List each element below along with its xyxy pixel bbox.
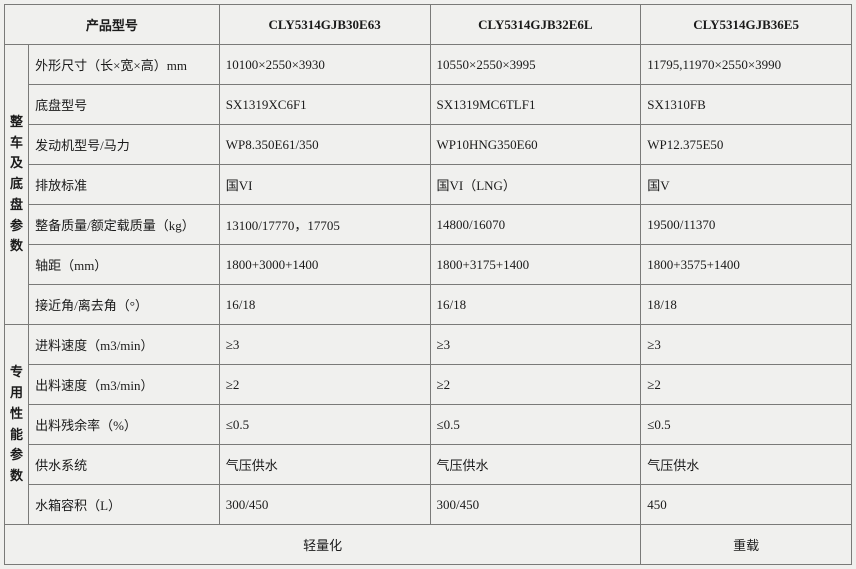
row-value: 18/18 (641, 285, 852, 325)
row-value: 气压供水 (219, 445, 430, 485)
row-value: ≤0.5 (430, 405, 641, 445)
row-value: 300/450 (430, 485, 641, 525)
row-value: 19500/11370 (641, 205, 852, 245)
row-value: 13100/17770，17705 (219, 205, 430, 245)
row-value: 国VI（LNG） (430, 165, 641, 205)
table-row: 供水系统 气压供水 气压供水 气压供水 (5, 445, 852, 485)
row-value: 450 (641, 485, 852, 525)
footer-row: 轻量化 重载 (5, 525, 852, 565)
model-3: CLY5314GJB36E5 (641, 5, 852, 45)
row-value: WP10HNG350E60 (430, 125, 641, 165)
row-value: 300/450 (219, 485, 430, 525)
row-value: ≥2 (430, 365, 641, 405)
row-value: WP8.350E61/350 (219, 125, 430, 165)
spec-table: 产品型号 CLY5314GJB30E63 CLY5314GJB32E6L CLY… (4, 4, 852, 565)
group-2-title: 专用性能参数 (5, 325, 29, 525)
table-row: 出料速度（m3/min） ≥2 ≥2 ≥2 (5, 365, 852, 405)
row-value: ≥3 (219, 325, 430, 365)
row-value: ≥2 (641, 365, 852, 405)
row-value: SX1319XC6F1 (219, 85, 430, 125)
row-label: 外形尺寸（长×宽×高）mm (29, 45, 220, 85)
row-value: 11795,11970×2550×3990 (641, 45, 852, 85)
row-label: 水箱容积（L） (29, 485, 220, 525)
header-row: 产品型号 CLY5314GJB30E63 CLY5314GJB32E6L CLY… (5, 5, 852, 45)
row-label: 出料速度（m3/min） (29, 365, 220, 405)
footer-right: 重载 (641, 525, 852, 565)
table-row: 排放标准 国VI 国VI（LNG） 国V (5, 165, 852, 205)
table-row: 专用性能参数 进料速度（m3/min） ≥3 ≥3 ≥3 (5, 325, 852, 365)
row-value: SX1319MC6TLF1 (430, 85, 641, 125)
row-value: 16/18 (219, 285, 430, 325)
row-label: 底盘型号 (29, 85, 220, 125)
row-value: 气压供水 (641, 445, 852, 485)
row-value: 国V (641, 165, 852, 205)
table-row: 底盘型号 SX1319XC6F1 SX1319MC6TLF1 SX1310FB (5, 85, 852, 125)
group-1-title: 整车及底盘参数 (5, 45, 29, 325)
row-label: 接近角/离去角（°） (29, 285, 220, 325)
row-value: 1800+3575+1400 (641, 245, 852, 285)
table-row: 接近角/离去角（°） 16/18 16/18 18/18 (5, 285, 852, 325)
row-value: 国VI (219, 165, 430, 205)
table-row: 出料残余率（%） ≤0.5 ≤0.5 ≤0.5 (5, 405, 852, 445)
row-value: 10100×2550×3930 (219, 45, 430, 85)
row-value: ≥3 (641, 325, 852, 365)
row-value: WP12.375E50 (641, 125, 852, 165)
row-label: 排放标准 (29, 165, 220, 205)
row-value: SX1310FB (641, 85, 852, 125)
table-row: 整备质量/额定载质量（kg） 13100/17770，17705 14800/1… (5, 205, 852, 245)
table-row: 轴距（mm） 1800+3000+1400 1800+3175+1400 180… (5, 245, 852, 285)
row-value: 16/18 (430, 285, 641, 325)
model-1: CLY5314GJB30E63 (219, 5, 430, 45)
row-value: 10550×2550×3995 (430, 45, 641, 85)
table-row: 发动机型号/马力 WP8.350E61/350 WP10HNG350E60 WP… (5, 125, 852, 165)
model-header: 产品型号 (5, 5, 220, 45)
row-value: 1800+3000+1400 (219, 245, 430, 285)
row-value: ≤0.5 (219, 405, 430, 445)
row-value: 1800+3175+1400 (430, 245, 641, 285)
row-value: ≥2 (219, 365, 430, 405)
row-label: 进料速度（m3/min） (29, 325, 220, 365)
footer-left: 轻量化 (5, 525, 641, 565)
row-value: 14800/16070 (430, 205, 641, 245)
row-label: 轴距（mm） (29, 245, 220, 285)
row-label: 出料残余率（%） (29, 405, 220, 445)
model-2: CLY5314GJB32E6L (430, 5, 641, 45)
row-label: 整备质量/额定载质量（kg） (29, 205, 220, 245)
row-value: 气压供水 (430, 445, 641, 485)
row-value: ≥3 (430, 325, 641, 365)
table-row: 整车及底盘参数 外形尺寸（长×宽×高）mm 10100×2550×3930 10… (5, 45, 852, 85)
row-value: ≤0.5 (641, 405, 852, 445)
table-row: 水箱容积（L） 300/450 300/450 450 (5, 485, 852, 525)
row-label: 供水系统 (29, 445, 220, 485)
row-label: 发动机型号/马力 (29, 125, 220, 165)
